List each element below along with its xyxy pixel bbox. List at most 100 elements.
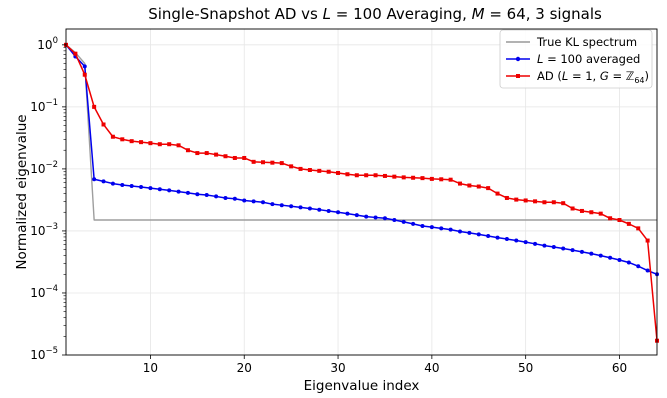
data-point [617,218,622,223]
data-point [645,268,650,273]
data-point [298,205,303,210]
data-point [551,200,556,205]
x-axis-ticks: 10 20 30 40 50 60 [143,355,627,375]
data-point [289,204,294,209]
data-point [214,194,219,199]
y-axis-ticks: 10−5 10−4 10−3 10−2 10−1 100 [30,36,66,362]
data-point [139,140,144,145]
data-point [364,173,369,178]
legend-label-averaged: L = 100 averaged [537,52,640,66]
data-point [514,238,519,243]
data-point [551,245,556,250]
legend-marker [516,74,520,78]
series-line [65,44,658,275]
data-point [129,184,134,189]
data-point [533,199,538,204]
data-point [195,151,200,156]
data-point [439,177,444,182]
data-point [561,201,566,206]
data-point [345,172,350,177]
data-point [570,248,575,253]
y-tick-label: 10−4 [30,284,58,300]
legend-entry-averaged: L = 100 averaged [506,52,640,66]
data-point [579,249,584,254]
data-point [195,192,200,197]
data-point [242,198,247,203]
data-point [626,221,631,226]
data-point [92,177,97,182]
data-point [176,189,181,194]
data-point [495,191,500,196]
data-point [110,134,115,139]
data-point [120,137,125,142]
data-point [392,174,397,179]
data-point [373,215,378,220]
data-point [157,142,162,147]
data-point [476,184,481,189]
data-point [345,211,350,216]
x-tick-label: 20 [237,361,252,375]
data-point [589,251,594,256]
data-point [157,187,162,192]
data-point [429,176,434,181]
data-point [129,139,134,144]
data-point [317,168,322,173]
data-point [598,253,603,258]
series-line [65,44,658,341]
legend-marker [515,56,521,62]
data-point [373,173,378,178]
data-point [579,208,584,213]
data-point [486,186,491,191]
data-point [608,216,613,221]
data-point [336,210,341,215]
y-tick-label: 10−1 [30,98,58,114]
data-point [636,226,641,231]
data-point [476,232,481,237]
data-point [270,202,275,207]
x-axis-label: Eigenvalue index [304,378,420,394]
series-ad-l-1-g-64 [64,42,659,343]
data-point [636,264,641,269]
y-tick-label: 100 [37,36,58,52]
data-point [420,224,425,229]
data-point [626,260,631,265]
data-point [232,155,237,160]
data-point [336,170,341,175]
data-point [533,241,538,246]
data-point [514,197,519,202]
legend-label-true-kl: True KL spectrum [536,35,637,49]
data-point [542,200,547,205]
data-point [139,185,144,190]
chart-title: Single-Snapshot AD vs L = 100 Averaging,… [148,5,602,23]
x-tick-label: 60 [612,361,627,375]
data-point [570,206,575,211]
legend-entry-ad: AD (L = 1, G = ℤ64) [506,69,649,85]
data-point [251,199,256,204]
series-true-kl-spectrum [65,44,657,221]
data-point [176,143,181,148]
data-point [110,181,115,186]
y-tick-label: 10−3 [30,222,58,238]
data-point [223,195,228,200]
data-point [448,227,453,232]
data-point [608,255,613,260]
data-point [523,240,528,245]
data-point [486,233,491,238]
x-tick-label: 10 [143,361,158,375]
data-point [167,142,172,147]
data-point [82,64,87,69]
data-point [364,214,369,219]
data-point [458,181,462,186]
data-point [420,176,425,181]
data-point [204,192,209,197]
data-point [223,154,228,159]
data-point [73,51,78,56]
legend: True KL spectrum L = 100 averaged AD (L … [499,29,653,89]
data-point [289,164,294,169]
data-point [354,173,359,178]
legend-label-ad: AD (L = 1, G = ℤ64) [537,69,649,85]
data-point [326,208,331,213]
legend-entry-true-kl: True KL spectrum [506,35,637,49]
data-point [279,161,284,166]
data-point [411,175,416,180]
